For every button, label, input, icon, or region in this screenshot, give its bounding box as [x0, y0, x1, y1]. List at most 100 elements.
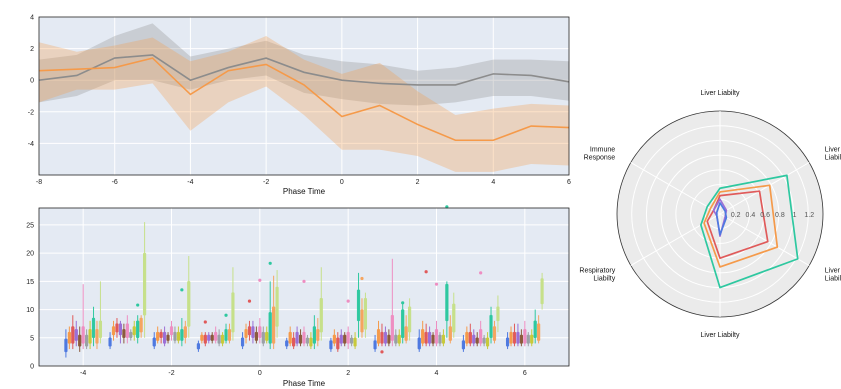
box-body [78, 334, 82, 347]
box-outlier-point [180, 288, 184, 292]
box-body [383, 331, 388, 344]
box-body [468, 331, 472, 344]
box-body [159, 331, 163, 339]
line-x-tick-label: 0 [340, 179, 344, 186]
line-y-tick-label: 0 [30, 78, 34, 85]
box-body [298, 334, 303, 344]
line-series-1-band [39, 35, 569, 172]
box-body [424, 331, 428, 344]
line-chart: -8 -6 -4 -2 0 2 4 6 4 2 0 -2 -4 Phase Time [28, 15, 571, 197]
box-body [332, 334, 336, 344]
box-body [125, 323, 129, 339]
line-x-axis-label: Phase Time [283, 187, 326, 196]
radar-series-3 [712, 198, 728, 237]
box-body [448, 326, 452, 341]
box-body [489, 314, 493, 339]
box-body [360, 309, 364, 333]
radar-spoke [719, 213, 810, 266]
box-body [88, 329, 92, 344]
box-outlier-point [479, 271, 483, 275]
box-body [319, 298, 323, 333]
box-body [173, 331, 177, 341]
box-body [363, 298, 368, 330]
radar-series-4 [715, 202, 728, 236]
line-x-tick-label: -4 [187, 179, 193, 186]
box-body [496, 306, 500, 322]
box-outlier-point [434, 282, 439, 286]
box-body [251, 326, 255, 339]
radar-series-1 [703, 184, 779, 268]
box-body [312, 326, 316, 344]
line-y-tick-label: 2 [30, 46, 34, 53]
box-body [401, 309, 405, 339]
line-x-tick-label: -6 [112, 179, 118, 186]
box-body [91, 317, 96, 339]
box-body [244, 329, 248, 339]
box-body [275, 286, 279, 327]
box-body [519, 334, 523, 344]
box-body [438, 334, 442, 344]
box-body [537, 323, 541, 341]
box-body [482, 337, 486, 344]
line-series-0-line [38, 54, 570, 86]
box-body [210, 334, 214, 341]
box-body [461, 340, 465, 350]
box-outlier-point [401, 301, 405, 305]
box-body [176, 331, 181, 341]
box-body [472, 334, 476, 344]
radar-r-tick-label: 0.2 [731, 212, 741, 219]
box-body [336, 337, 340, 350]
radar-axis-label-line: Liver Liabilty [701, 90, 740, 97]
line-x-tick-label: -2 [263, 179, 269, 186]
radar-r-tick-label: 1 [793, 212, 797, 219]
box-body [258, 326, 262, 339]
radar-axis-label-line: Respiratory [579, 268, 615, 275]
box-body [316, 329, 320, 341]
radar-axis-label: Liver Liabilty [701, 90, 740, 97]
box-body [387, 334, 391, 344]
box-body [115, 323, 119, 333]
box-body [132, 326, 136, 336]
box-body [305, 337, 310, 344]
box-body [516, 331, 520, 344]
box-outlier-point [360, 276, 364, 281]
box-body [129, 331, 133, 339]
box-body [111, 326, 116, 336]
box-x-tick-label: -4 [80, 370, 86, 377]
box-body [417, 337, 421, 350]
box-outlier-point [258, 278, 262, 282]
radar-series-0 [700, 174, 799, 289]
box-x-tick-label: 4 [435, 370, 439, 377]
box-body [261, 331, 265, 344]
box-body [302, 331, 306, 344]
box-body [214, 331, 218, 341]
box-body [180, 329, 184, 341]
box-body [533, 320, 537, 339]
radar-spoke [630, 162, 721, 215]
box-body [231, 292, 235, 333]
box-body [404, 326, 408, 341]
radar-r-tick-label: 0.4 [746, 212, 756, 219]
box-body [203, 334, 207, 344]
radar-axis-label: Respiratory Liabilty [579, 268, 615, 283]
box-body [356, 289, 361, 322]
box-body [408, 306, 412, 333]
box-body [452, 303, 456, 333]
box-body [152, 337, 156, 347]
box-outlier-point [136, 303, 140, 307]
box-y-tick-label: 10 [26, 307, 34, 314]
box-body [156, 331, 160, 341]
box-body [74, 329, 78, 341]
box-outlier-point [302, 279, 306, 283]
box-body [526, 334, 530, 344]
box-body [523, 329, 527, 344]
radar-axis-label-line: Response [584, 155, 616, 162]
box-body [292, 337, 296, 347]
radar-r-tick-label: 0.8 [775, 212, 785, 219]
box-body [431, 334, 435, 344]
box-body [445, 283, 449, 322]
box-body [95, 329, 99, 344]
line-plot-area [39, 17, 569, 175]
